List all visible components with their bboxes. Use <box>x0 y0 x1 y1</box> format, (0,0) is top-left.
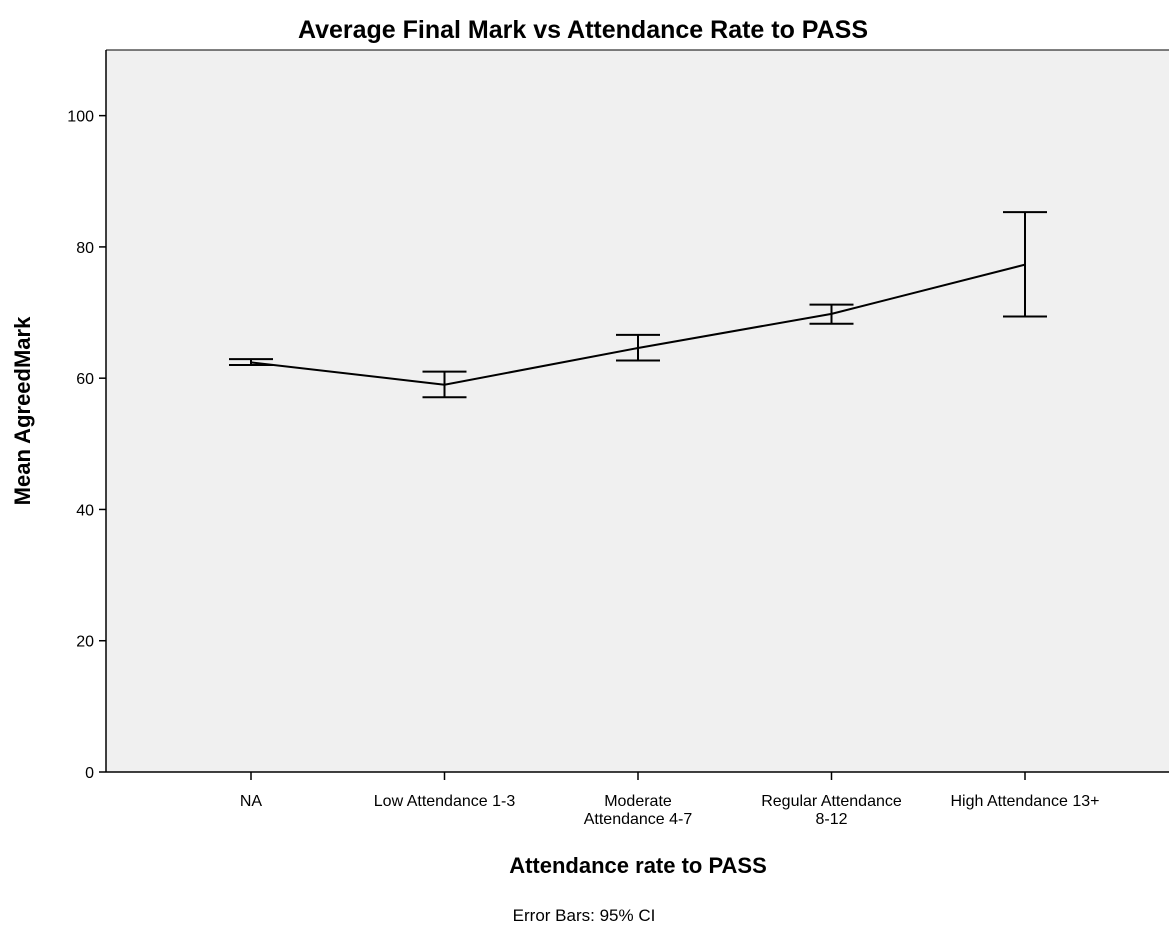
y-tick-label: 80 <box>76 240 94 257</box>
y-tick-label: 40 <box>76 502 94 519</box>
x-tick-label: Regular Attendance 8-12 <box>761 793 902 828</box>
x-tick-label: Moderate Attendance 4-7 <box>584 793 693 828</box>
x-ticks: NA Low Attendance 1-3 Moderate Attendance 4… <box>240 772 1100 828</box>
x-tick-label: NA <box>240 793 263 810</box>
x-axis-label: Attendance rate to PASS <box>509 853 767 878</box>
y-axis-label: Mean AgreedMark <box>10 316 35 505</box>
plot-area <box>106 50 1169 772</box>
y-tick-label: 20 <box>76 634 94 651</box>
y-tick-label: 100 <box>67 109 94 126</box>
y-tick-label: 0 <box>85 765 94 782</box>
x-tick-label: Low Attendance 1-3 <box>374 793 516 810</box>
y-ticks: 0 20 40 60 80 100 <box>67 109 106 782</box>
y-tick-label: 60 <box>76 371 94 388</box>
chart-title: Average Final Mark vs Attendance Rate to… <box>298 16 868 44</box>
series-line <box>250 263 1026 386</box>
error-bar-note: Error Bars: 95% CI <box>513 906 656 925</box>
x-tick-label: High Attendance 13+ <box>950 793 1099 810</box>
